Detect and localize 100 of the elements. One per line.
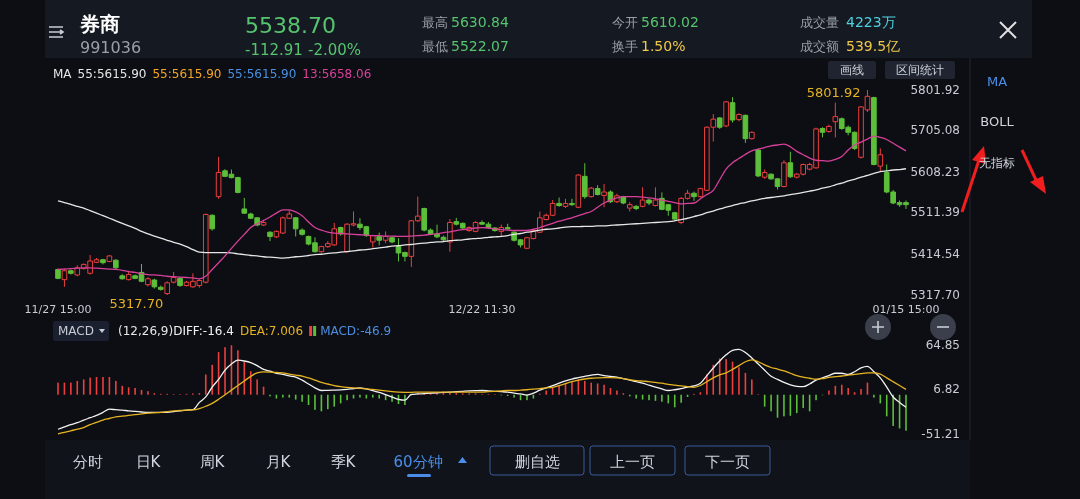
text: 季K bbox=[330, 452, 357, 471]
candlestick bbox=[691, 191, 697, 202]
candlestick bbox=[581, 162, 588, 200]
y-tick-label: 5317.70 bbox=[910, 287, 960, 302]
text: MA bbox=[986, 73, 1008, 89]
text: 删自选 bbox=[514, 452, 560, 471]
candlestick bbox=[781, 159, 787, 188]
annotation: 5801.92 bbox=[806, 84, 861, 100]
candlestick bbox=[113, 258, 119, 270]
candlestick bbox=[177, 276, 183, 288]
text: -112.91 bbox=[245, 40, 303, 59]
text: MACD bbox=[58, 323, 94, 338]
candlestick bbox=[151, 278, 158, 290]
candlestick bbox=[742, 114, 749, 144]
candlestick bbox=[145, 276, 151, 287]
text: 今开 bbox=[612, 14, 638, 30]
text: 成交额 bbox=[800, 38, 839, 54]
text: 5630.84 bbox=[451, 14, 509, 30]
candlestick bbox=[292, 216, 299, 237]
candlestick bbox=[633, 204, 639, 211]
text: 周K bbox=[199, 452, 226, 471]
text: 13:5658.06 bbox=[302, 66, 372, 81]
line-series bbox=[57, 359, 907, 435]
candlestick bbox=[157, 285, 164, 292]
candlestick bbox=[267, 230, 273, 242]
y-tick-label: 5608.23 bbox=[910, 164, 960, 179]
candlestick bbox=[819, 126, 826, 138]
text: 画线 bbox=[840, 62, 864, 77]
line-series bbox=[57, 348, 907, 430]
candlestick bbox=[588, 186, 595, 198]
text: 5317.70 bbox=[109, 295, 164, 311]
candlestick bbox=[787, 151, 794, 179]
candlestick bbox=[389, 235, 395, 244]
text: 月K bbox=[265, 452, 292, 471]
candlestick bbox=[504, 223, 511, 231]
candlestick bbox=[826, 124, 832, 134]
text: DEA:7.006 bbox=[239, 323, 304, 338]
text: 5610.02 bbox=[641, 14, 699, 30]
candlestick bbox=[639, 186, 646, 208]
y-tick-label: 64.85 bbox=[925, 337, 960, 352]
candlestick bbox=[601, 183, 607, 208]
line-series bbox=[57, 135, 907, 280]
text: 60分钟 bbox=[393, 452, 443, 471]
legend-title: (12,26,9) bbox=[118, 323, 174, 338]
text: 4223万 bbox=[846, 14, 896, 30]
candlestick bbox=[594, 184, 601, 196]
candlestick bbox=[832, 102, 839, 138]
text: 成交量 bbox=[800, 14, 839, 30]
text: 5522.07 bbox=[451, 38, 509, 54]
y-tick-label: 5414.54 bbox=[910, 246, 960, 261]
candlestick bbox=[68, 268, 74, 276]
text: 换手 bbox=[612, 38, 638, 54]
legend-label: MACD:-46.9 bbox=[320, 323, 392, 338]
series-label: DIFF:-16.4 bbox=[173, 323, 234, 338]
candlestick bbox=[575, 173, 582, 209]
text: BOLL bbox=[980, 113, 1015, 129]
text: 上一页 bbox=[609, 452, 655, 471]
legend-title: MA bbox=[53, 66, 73, 81]
text: 539.5亿 bbox=[846, 38, 901, 54]
text: 分时 bbox=[73, 452, 103, 471]
text: 下一页 bbox=[704, 452, 750, 471]
candlestick bbox=[723, 100, 729, 128]
y-tick-label: 6.82 bbox=[933, 382, 960, 396]
y-tick-label: 5705.08 bbox=[910, 123, 960, 138]
candlestick bbox=[209, 213, 215, 232]
candlestick bbox=[646, 198, 652, 206]
text: 5538.70 bbox=[245, 13, 336, 38]
candlestick bbox=[626, 201, 633, 212]
text: 991036 bbox=[80, 37, 142, 57]
candlestick bbox=[299, 227, 305, 237]
candlestick bbox=[55, 268, 61, 280]
candlestick bbox=[671, 211, 678, 221]
candlestick bbox=[569, 198, 575, 207]
candlestick bbox=[716, 116, 723, 130]
candlestick bbox=[755, 147, 762, 178]
candlestick bbox=[562, 198, 569, 209]
legend-label: 55:5615.90 bbox=[152, 66, 222, 81]
candlestick bbox=[260, 220, 267, 227]
y-tick-label: 5511.39 bbox=[910, 205, 960, 220]
candlestick bbox=[369, 234, 376, 248]
x-tick-label: 12/22 11:30 bbox=[448, 303, 516, 316]
candlestick bbox=[729, 96, 736, 124]
candlestick bbox=[376, 232, 383, 246]
x-tick-label: 01/15 15:00 bbox=[872, 303, 940, 316]
text: 1.50% bbox=[641, 38, 686, 54]
candlestick bbox=[620, 195, 627, 205]
candlestick bbox=[106, 254, 113, 263]
candlestick bbox=[100, 258, 106, 265]
candlestick bbox=[877, 147, 884, 172]
text: 券商 bbox=[79, 11, 120, 36]
text: 55:5615.90 bbox=[77, 66, 147, 81]
candlestick bbox=[749, 130, 755, 140]
text: 区间统计 bbox=[896, 62, 944, 77]
text: 最低 bbox=[422, 38, 448, 54]
candlestick bbox=[761, 169, 768, 180]
text: 日K bbox=[135, 452, 162, 471]
candlestick bbox=[61, 268, 68, 288]
x-tick-label: 11/27 15:00 bbox=[24, 303, 92, 316]
candlestick bbox=[652, 186, 659, 207]
y-tick-label: 5801.92 bbox=[910, 82, 960, 97]
